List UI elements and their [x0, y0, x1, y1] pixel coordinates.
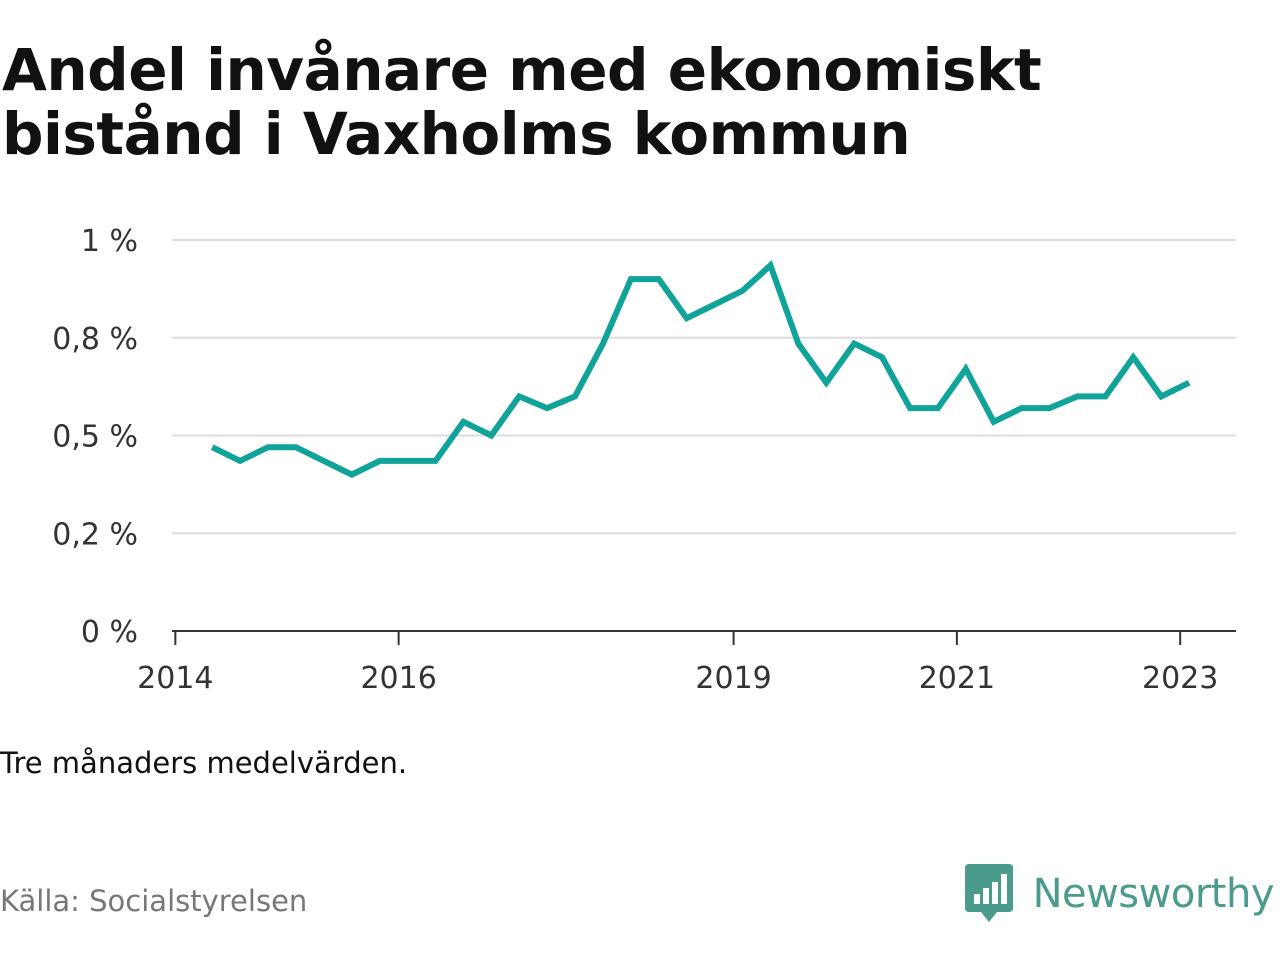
y-tick-label: 0 % [81, 615, 138, 650]
x-tick-label: 2021 [919, 661, 995, 696]
chart-note: Tre månaders medelvärden. [0, 746, 408, 780]
series-line [210, 260, 1191, 478]
chart-title: Andel invånare med ekonomiskt bistånd i … [2, 36, 1042, 168]
x-tick-label: 2023 [1142, 661, 1218, 696]
y-tick-label: 0,5 % [52, 420, 138, 455]
x-tick-label: 2019 [695, 661, 771, 696]
brand-name: Newsworthy [1032, 871, 1275, 917]
series-layer [210, 260, 1191, 478]
line-chart: 0 %0,2 %0,5 %0,8 %1 % 2014 2016 2019 2021 20… [52, 224, 1236, 696]
y-axis: 0 % 0,2 % 0,5 % 0,8 % 1 % [52, 224, 138, 650]
grid-lines [172, 239, 1236, 535]
x-axis: 2014 2016 2019 2021 2023 [137, 630, 1236, 696]
source-credit: Källa: Socialstyrelsen [0, 884, 308, 918]
y-tick-label: 0,2 % [52, 517, 138, 552]
x-tick-label: 2016 [360, 661, 436, 696]
newsworthy-logo-icon [964, 864, 1013, 922]
brand-logo: Newsworthy [963, 864, 1275, 924]
y-tick-label: 1 % [81, 224, 138, 259]
x-tick-label: 2014 [137, 661, 213, 696]
y-tick-label: 0,8 % [52, 322, 138, 357]
